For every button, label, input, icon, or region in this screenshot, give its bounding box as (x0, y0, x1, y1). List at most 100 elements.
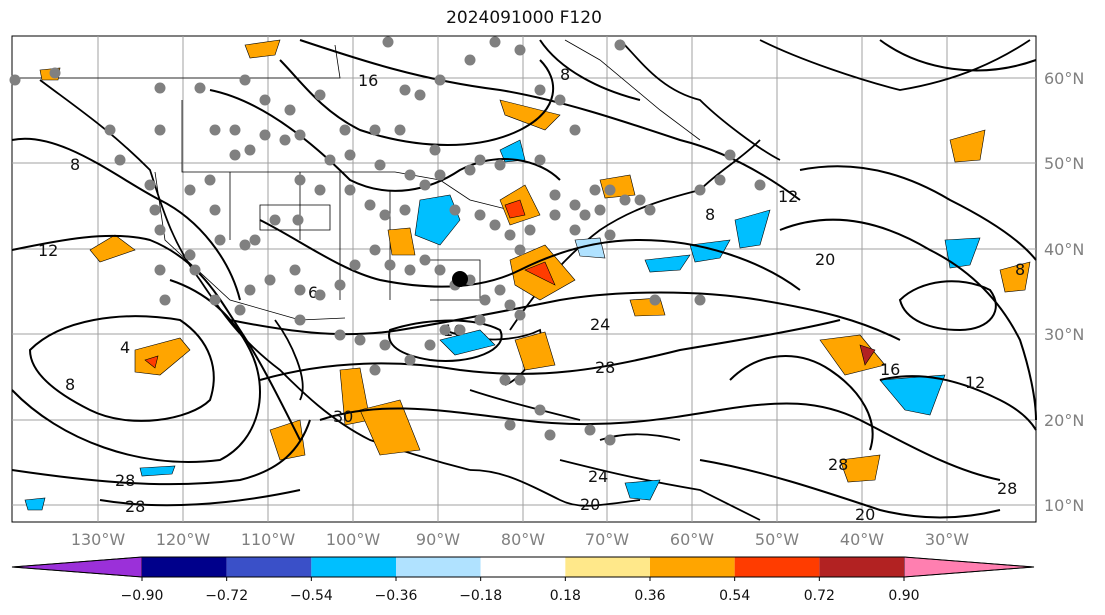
station-marker (184, 249, 196, 261)
station-marker (534, 154, 546, 166)
station-marker (344, 184, 356, 196)
latitude-label: 60°N (1044, 69, 1084, 88)
station-marker (494, 284, 506, 296)
longitude-label: 80°W (501, 530, 545, 549)
station-marker (369, 124, 381, 136)
station-marker (604, 184, 616, 196)
station-marker (429, 144, 441, 156)
colorbar-segment (903, 556, 1035, 578)
station-marker (249, 234, 261, 246)
contour-label: 24 (588, 467, 608, 486)
station-marker (549, 189, 561, 201)
station-marker (514, 244, 526, 256)
station-marker (114, 154, 126, 166)
station-marker (154, 82, 166, 94)
station-marker (614, 39, 626, 51)
station-marker (494, 159, 506, 171)
station-marker (104, 124, 116, 136)
station-marker (369, 364, 381, 376)
station-marker (644, 204, 656, 216)
colorbar-tick-label: 0.36 (634, 588, 665, 604)
colorbar-tick-label: 0.54 (719, 588, 750, 604)
station-marker (349, 259, 361, 271)
contour-label: 16 (358, 71, 378, 90)
longitude-label: 100°W (326, 530, 381, 549)
station-marker (439, 324, 451, 336)
station-marker (464, 164, 476, 176)
station-marker (324, 154, 336, 166)
station-marker (544, 429, 556, 441)
colorbar-tick-label: −0.72 (205, 588, 248, 604)
station-marker (244, 144, 256, 156)
contour-label: 24 (590, 315, 610, 334)
station-marker (394, 124, 406, 136)
station-marker (604, 229, 616, 241)
contour-label: 28 (115, 471, 135, 490)
contour-label: 6 (308, 283, 318, 302)
station-marker (379, 339, 391, 351)
latitude-axis: 60°N 50°N 40°N 30°N 20°N 10°N (1044, 69, 1084, 515)
contour-label: 20 (855, 505, 875, 524)
latitude-label: 30°N (1044, 325, 1084, 344)
station-marker (149, 204, 161, 216)
station-marker (589, 184, 601, 196)
longitude-label: 60°W (670, 530, 714, 549)
contour-label: 28 (997, 479, 1017, 498)
colorbar-segment (311, 557, 396, 577)
contour-label: 8 (705, 205, 715, 224)
contour-label: 12 (965, 373, 985, 392)
map-title: 2024091000 F120 (446, 8, 602, 28)
contour-label: 8 (70, 155, 80, 174)
station-marker (479, 294, 491, 306)
contour-label-group: 16 8 8 12 12 20 8 4 8 28 28 30 24 28 24 … (38, 65, 1025, 524)
station-marker (364, 199, 376, 211)
station-marker (284, 104, 296, 116)
station-marker (214, 234, 226, 246)
station-marker (414, 89, 426, 101)
colorbar-tick-label: 0.72 (804, 588, 835, 604)
station-marker (264, 274, 276, 286)
station-marker (384, 259, 396, 271)
station-marker (209, 124, 221, 136)
colorbar-tick-label: −0.18 (459, 588, 502, 604)
political-borders (12, 39, 701, 321)
contour-label: 8 (1015, 260, 1025, 279)
colorbar-tick-label: −0.90 (121, 588, 164, 604)
station-marker (259, 129, 271, 141)
station-marker (269, 214, 281, 226)
station-marker (499, 374, 511, 386)
contour-label: 16 (880, 360, 900, 379)
station-marker (534, 404, 546, 416)
colorbar-segment (396, 557, 481, 577)
station-marker (239, 74, 251, 86)
station-marker (534, 84, 546, 96)
contour-label: 20 (815, 250, 835, 269)
latitude-label: 20°N (1044, 411, 1084, 430)
station-marker (144, 179, 156, 191)
station-marker (579, 209, 591, 221)
longitude-label: 120°W (156, 530, 211, 549)
colorbar-segment (565, 557, 650, 577)
longitude-label: 30°W (925, 530, 969, 549)
station-marker (489, 36, 501, 48)
longitude-label: 130°W (71, 530, 126, 549)
longitude-axis: 130°W 120°W 110°W 100°W 90°W 80°W 70°W 60°W 50°W… (71, 530, 969, 549)
contour-label: 28 (125, 497, 145, 516)
station-marker (209, 294, 221, 306)
station-marker (464, 54, 476, 66)
station-marker (229, 149, 241, 161)
station-marker (569, 224, 581, 236)
station-marker (419, 254, 431, 266)
colorbar-segment (226, 557, 312, 577)
station-marker (314, 289, 326, 301)
contour-label: 28 (595, 358, 615, 377)
colorbar-tick-label: −0.36 (375, 588, 418, 604)
station-marker (424, 339, 436, 351)
station-marker (289, 264, 301, 276)
station-marker (339, 124, 351, 136)
station-marker (714, 174, 726, 186)
colorbar-tick-label: −0.54 (290, 588, 333, 604)
colorbar-segment (480, 557, 566, 577)
station-marker (404, 264, 416, 276)
